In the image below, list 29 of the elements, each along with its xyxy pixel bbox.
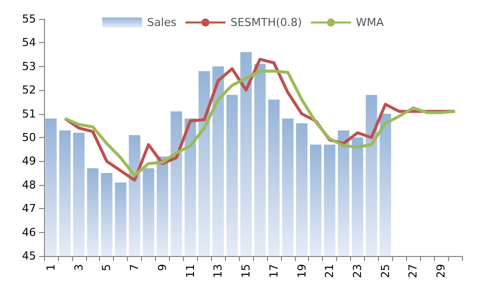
y-tick-label: 48 [22, 178, 36, 192]
y-tick-label: 45 [22, 250, 36, 262]
x-tick-label: 11 [184, 264, 197, 278]
y-tick-label: 54 [22, 36, 36, 50]
y-tick-label: 47 [22, 202, 36, 216]
legend-label: SESMTH(0.8) [230, 16, 302, 29]
y-tick-label: 53 [22, 60, 36, 73]
legend-label: Sales [147, 16, 177, 29]
legend-label: WMA [356, 16, 384, 29]
x-tick-label: 3 [72, 264, 86, 271]
y-tick-label: 51 [22, 107, 36, 120]
x-tick-label: 19 [295, 264, 308, 278]
y-tick-label: 55 [22, 12, 36, 26]
x-tick-label: 5 [100, 264, 114, 271]
x-tick-label: 29 [434, 264, 448, 278]
y-tick-label: 50 [22, 131, 36, 144]
x-tick-label: 1 [44, 264, 58, 271]
x-tick-label: 15 [240, 264, 253, 278]
x-tick-label: 23 [351, 264, 364, 278]
y-tick-label: 49 [22, 154, 36, 168]
x-tick-label: 21 [323, 264, 336, 278]
x-tick-label: 13 [212, 264, 225, 278]
x-tick-label: 17 [267, 264, 280, 278]
x-tick-label: 27 [406, 264, 420, 278]
y-tick-label: 52 [22, 84, 36, 97]
x-tick-label: 25 [378, 264, 392, 278]
y-tick-label: 46 [22, 226, 36, 239]
x-tick-label: 7 [128, 264, 142, 271]
x-tick-label: 9 [156, 264, 169, 271]
